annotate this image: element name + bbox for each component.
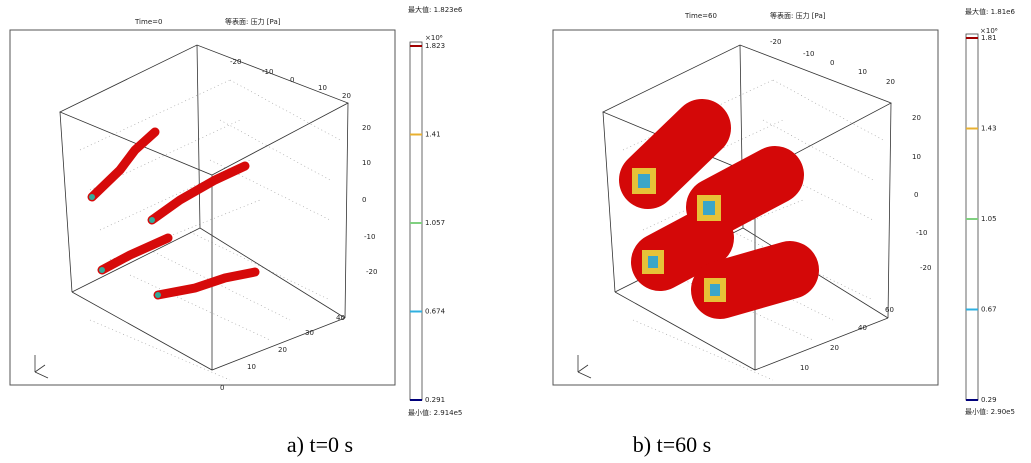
plot-surface: 等表面: 压力 [Pa] xyxy=(225,17,281,26)
caption: a) t=0 s xyxy=(287,432,353,457)
axis-tick-label: 0 xyxy=(830,59,834,67)
caption: b) t=60 s xyxy=(633,432,711,457)
colorbar-tick-label: 0.291 xyxy=(425,396,445,404)
axis-tick-label: 20 xyxy=(278,346,287,354)
axis-tick-label: 20 xyxy=(342,92,351,100)
colorbar-tick-label: 1.81 xyxy=(981,34,997,42)
isosurface xyxy=(92,132,255,295)
axis-tick-label: 30 xyxy=(305,329,314,337)
axis-tick-label: 0 xyxy=(914,191,918,199)
axis-tick-label: -20 xyxy=(366,268,377,276)
plot-box xyxy=(10,30,395,385)
colorbar-tick-label: 0.674 xyxy=(425,308,446,316)
axis-tick-label: 10 xyxy=(912,153,921,161)
axis-tick-label: 0 xyxy=(290,76,294,84)
axis-tick-label: -10 xyxy=(364,233,375,241)
max-label: 最大值: 1.81e6 xyxy=(965,7,1015,16)
colorbar xyxy=(966,34,978,400)
multiplier: ×10⁶ xyxy=(425,34,443,42)
axis-tick-label: 40 xyxy=(858,324,867,332)
min-label: 最小值: 2.90e5 xyxy=(965,407,1015,416)
plot-time: Time=0 xyxy=(134,18,162,26)
axis-tick-label: 0 xyxy=(220,384,224,392)
min-label: 最小值: 2.914e5 xyxy=(408,408,462,417)
colorbar-tick-label: 0.67 xyxy=(981,306,997,314)
colorbar-tick-label: 1.057 xyxy=(425,219,445,227)
figure: Time=0 等表面: 压力 [Pa] 最大值: 1.823e6 ×10⁶ 最小值: 2… xyxy=(0,0,1031,463)
axis-tick-label: -20 xyxy=(920,264,931,272)
axis-tick-label: 10 xyxy=(247,363,256,371)
axis-tick-label: -10 xyxy=(916,229,927,237)
axis-tick-label: 10 xyxy=(362,159,371,167)
axis-tick-label: 10 xyxy=(318,84,327,92)
axis-tick-label: 20 xyxy=(886,78,895,86)
axis-tick-label: -20 xyxy=(770,38,781,46)
colorbar-tick-label: 1.43 xyxy=(981,125,997,133)
axis-tick-label: -20 xyxy=(230,58,241,66)
colorbar xyxy=(410,42,422,400)
colorbar-tick-label: 1.41 xyxy=(425,131,441,139)
plot-surface: 等表面: 压力 [Pa] xyxy=(770,11,826,20)
axis-tick-label: -10 xyxy=(262,68,273,76)
axis-tick-label: 20 xyxy=(912,114,921,122)
axis-tick-label: -10 xyxy=(803,50,814,58)
axis-tick-label: 10 xyxy=(858,68,867,76)
colorbar-tick-label: 0.29 xyxy=(981,396,997,404)
axis-tick-label: 10 xyxy=(800,364,809,372)
plot-time: Time=60 xyxy=(684,12,717,20)
colorbar-tick-label: 1.05 xyxy=(981,215,997,223)
axis-tick-label: 0 xyxy=(362,196,366,204)
max-label: 最大值: 1.823e6 xyxy=(408,5,463,14)
colorbar-tick-label: 1.823 xyxy=(425,42,445,50)
axis-tick-label: 20 xyxy=(830,344,839,352)
axis-tick-label: 40 xyxy=(336,314,345,322)
axis-tick-label: 20 xyxy=(362,124,371,132)
axis-tick-label: 60 xyxy=(885,306,894,314)
